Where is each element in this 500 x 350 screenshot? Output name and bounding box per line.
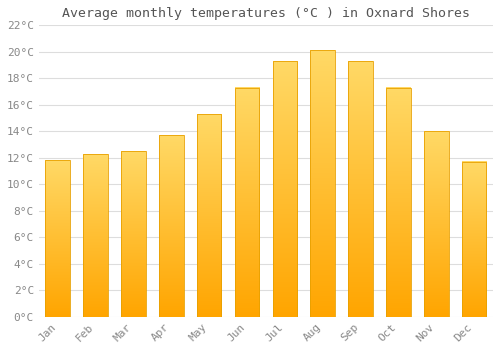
Bar: [197, 114, 222, 317]
Bar: [462, 162, 486, 317]
Bar: [310, 50, 335, 317]
Bar: [424, 131, 448, 317]
Bar: [386, 88, 410, 317]
Bar: [46, 160, 70, 317]
Bar: [234, 88, 260, 317]
Bar: [272, 61, 297, 317]
Title: Average monthly temperatures (°C ) in Oxnard Shores: Average monthly temperatures (°C ) in Ox…: [62, 7, 470, 20]
Bar: [348, 61, 373, 317]
Bar: [159, 135, 184, 317]
Bar: [121, 151, 146, 317]
Bar: [84, 154, 108, 317]
